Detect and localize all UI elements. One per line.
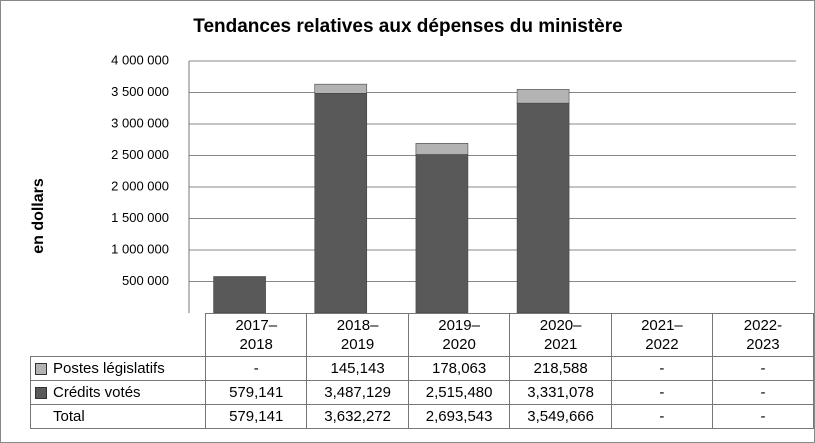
y-tick-label: 500 000 — [122, 273, 169, 288]
category-label: 2018– 2019 — [306, 313, 409, 357]
bar-segment — [516, 102, 570, 313]
category-label: 2020– 2021 — [509, 313, 612, 357]
value-cell: 3,549,666 — [509, 404, 612, 429]
chart: Tendances relatives aux dépenses du mini… — [30, 16, 796, 313]
value-cell: - — [711, 404, 814, 429]
bar-segment — [213, 276, 266, 313]
value-cell: - — [711, 356, 814, 381]
y-tick-label: 1 500 000 — [111, 210, 169, 225]
value-cell: - — [711, 380, 814, 405]
value-cell: - — [610, 380, 713, 405]
data-table: 2017– 2018 2018– 2019 2019– 2020 2020– 2021… — [29, 313, 814, 429]
value-cell: 145,143 — [306, 356, 409, 381]
chart-title: Tendances relatives aux dépenses du mini… — [193, 16, 622, 37]
y-tick-label: 2 000 000 — [111, 178, 169, 193]
legend-label: Crédits votés — [53, 384, 141, 401]
category-label: 2021– 2022 — [610, 313, 713, 357]
bar-segment — [516, 89, 570, 104]
bar-segment — [415, 143, 469, 155]
y-tick-label: 3 500 000 — [111, 84, 169, 99]
y-tick-label: 2 500 000 — [111, 147, 169, 162]
value-cell: 2,693,543 — [407, 404, 511, 429]
value-cell: - — [205, 356, 308, 381]
bar-segment — [314, 83, 368, 94]
row-label: Total — [29, 404, 207, 429]
table-row: Total 579,141 3,632,272 2,693,543 3,549,666-… — [29, 404, 814, 429]
table-row: Postes législatifs -145,143 178,063 218,588… — [29, 356, 814, 381]
value-cell: 2,515,480 — [407, 380, 511, 405]
row-label: Crédits votés — [29, 380, 207, 405]
value-cell: - — [610, 404, 713, 429]
category-label: 2017– 2018 — [205, 313, 308, 357]
category-label: 2019– 2020 — [407, 313, 511, 357]
legend-label: Postes législatifs — [53, 360, 165, 377]
category-label: 2022- 2023 — [711, 313, 814, 357]
table-corner — [30, 313, 207, 357]
row-label: Postes législatifs — [29, 356, 207, 381]
y-tick-label: 1 000 000 — [111, 241, 169, 256]
table-header-row: 2017– 2018 2018– 2019 2019– 2020 2020– 2021… — [30, 313, 814, 357]
value-cell: 3,331,078 — [509, 380, 612, 405]
value-cell: - — [610, 356, 713, 381]
y-axis-label: en dollars — [30, 178, 47, 254]
value-cell: 218,588 — [509, 356, 612, 381]
table-row: Crédits votés 579,141 3,487,129 2,515,480 3,… — [29, 380, 814, 405]
bar-segment — [314, 93, 368, 313]
value-cell: 178,063 — [407, 356, 511, 381]
y-tick-label: 3 000 000 — [111, 115, 169, 130]
value-cell: 3,632,272 — [306, 404, 409, 429]
bar-segment — [415, 154, 469, 313]
legend-swatch — [35, 387, 47, 400]
value-cell: 579,141 — [205, 380, 308, 405]
value-cell: 579,141 — [205, 404, 308, 429]
legend-swatch — [35, 363, 47, 376]
value-cell: 3,487,129 — [306, 380, 409, 405]
y-tick-label: 4 000 000 — [111, 52, 169, 67]
